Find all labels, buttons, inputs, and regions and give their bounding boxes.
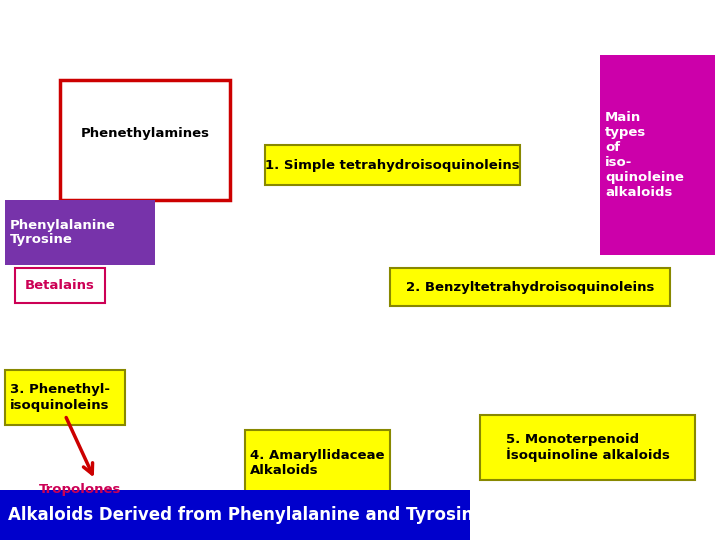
Text: Phenylalanine
Tyrosine: Phenylalanine Tyrosine <box>10 219 116 246</box>
Text: 1. Simple tetrahydroisoquinoleins: 1. Simple tetrahydroisoquinoleins <box>265 159 520 172</box>
Text: Tropolones: Tropolones <box>39 483 121 496</box>
FancyBboxPatch shape <box>15 268 105 303</box>
Text: 5. Monoterpenoid
İsoquinoline alkaloids: 5. Monoterpenoid İsoquinoline alkaloids <box>505 433 670 462</box>
Text: Phenethylamines: Phenethylamines <box>81 127 210 140</box>
FancyBboxPatch shape <box>600 55 715 255</box>
Text: 3. Phenethyl-
isoquinoleins: 3. Phenethyl- isoquinoleins <box>10 383 110 411</box>
Text: Alkaloids Derived from Phenylalanine and Tyrosine: Alkaloids Derived from Phenylalanine and… <box>8 506 485 524</box>
Text: 2. Benzyltetrahydroisoquinoleins: 2. Benzyltetrahydroisoquinoleins <box>406 280 654 294</box>
FancyBboxPatch shape <box>5 200 155 265</box>
FancyBboxPatch shape <box>265 145 520 185</box>
FancyBboxPatch shape <box>60 80 230 200</box>
FancyBboxPatch shape <box>5 370 125 425</box>
FancyBboxPatch shape <box>245 430 390 495</box>
Text: Main
types
of
iso-
quinoleine
alkaloids: Main types of iso- quinoleine alkaloids <box>605 111 684 199</box>
Text: Betalains: Betalains <box>25 279 95 292</box>
FancyBboxPatch shape <box>0 490 470 540</box>
FancyBboxPatch shape <box>390 268 670 306</box>
FancyBboxPatch shape <box>480 415 695 480</box>
Text: 4. Amaryllidaceae
Alkaloids: 4. Amaryllidaceae Alkaloids <box>251 449 384 476</box>
